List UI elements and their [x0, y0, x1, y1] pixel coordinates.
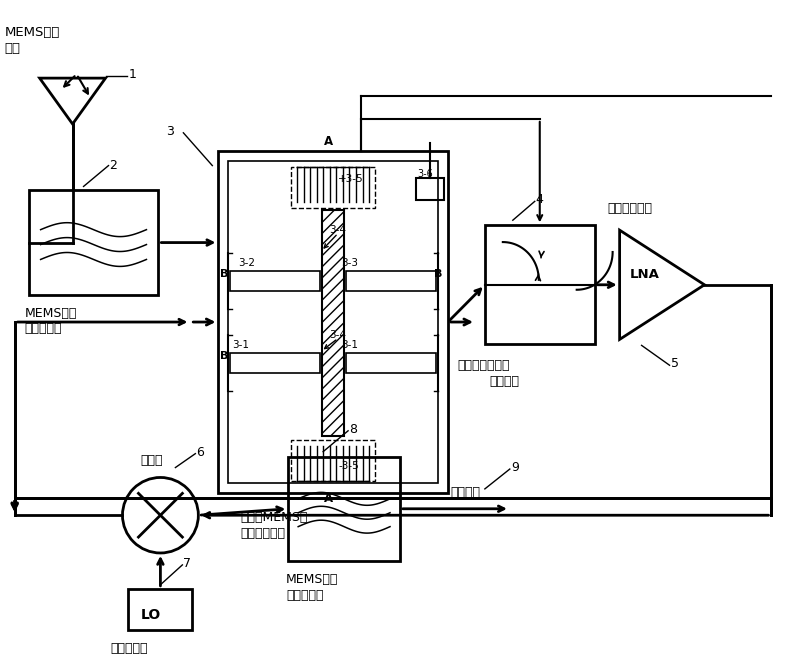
Text: 3-4: 3-4	[329, 225, 346, 236]
Text: 低噪声放大器: 低噪声放大器	[608, 202, 653, 215]
Text: MEMS微波: MEMS微波	[5, 26, 60, 39]
Bar	[346, 353, 436, 373]
Text: 6: 6	[196, 445, 204, 459]
Bar	[346, 271, 436, 291]
Text: 8: 8	[349, 422, 357, 436]
Text: 4: 4	[536, 194, 544, 207]
Text: 波功率传感器: 波功率传感器	[240, 527, 286, 540]
Text: B: B	[434, 269, 442, 279]
Text: 在线式MEMS微: 在线式MEMS微	[240, 511, 308, 524]
Text: 3-1: 3-1	[232, 340, 250, 350]
Text: 预处理器: 预处理器	[490, 375, 520, 388]
Text: 2: 2	[110, 159, 118, 172]
Text: 3-1: 3-1	[341, 340, 358, 350]
Text: 中频滤波器: 中频滤波器	[286, 588, 324, 602]
Text: B: B	[220, 351, 229, 361]
Text: A: A	[323, 492, 333, 505]
Bar	[291, 440, 375, 482]
Bar	[228, 161, 438, 483]
Text: 中频输出: 中频输出	[450, 486, 480, 499]
Text: 3-3: 3-3	[341, 258, 358, 268]
Text: 5: 5	[670, 358, 678, 370]
Text: 3: 3	[166, 125, 174, 138]
Text: A: A	[323, 134, 333, 148]
Bar	[230, 353, 320, 373]
Text: 可衰减和可放大: 可衰减和可放大	[457, 359, 510, 372]
Text: 7: 7	[183, 557, 191, 570]
Text: 3-4: 3-4	[329, 331, 346, 340]
Text: 3-2: 3-2	[238, 258, 255, 268]
Bar	[218, 151, 448, 493]
Bar	[288, 457, 400, 561]
Text: 3-6: 3-6	[417, 169, 433, 178]
Text: 混频器: 混频器	[141, 453, 163, 466]
Bar	[416, 178, 444, 200]
Text: MEMS可调: MEMS可调	[25, 306, 77, 319]
Text: 1: 1	[129, 68, 136, 81]
Text: MEMS可调: MEMS可调	[286, 573, 338, 586]
Bar	[485, 225, 594, 344]
Text: 天线: 天线	[5, 43, 21, 55]
Text: LNA: LNA	[630, 268, 659, 281]
Text: 本地振荡器: 本地振荡器	[110, 642, 148, 655]
Bar	[129, 588, 192, 630]
Text: -3-5: -3-5	[338, 461, 359, 470]
Text: +3-5: +3-5	[338, 174, 364, 184]
Text: LO: LO	[141, 607, 161, 621]
Bar	[230, 271, 320, 291]
Bar	[29, 190, 158, 295]
Text: B: B	[220, 269, 229, 279]
Text: 9: 9	[511, 461, 518, 474]
Text: 微波滤波器: 微波滤波器	[25, 323, 62, 335]
Bar	[322, 211, 344, 436]
Bar	[291, 167, 375, 209]
